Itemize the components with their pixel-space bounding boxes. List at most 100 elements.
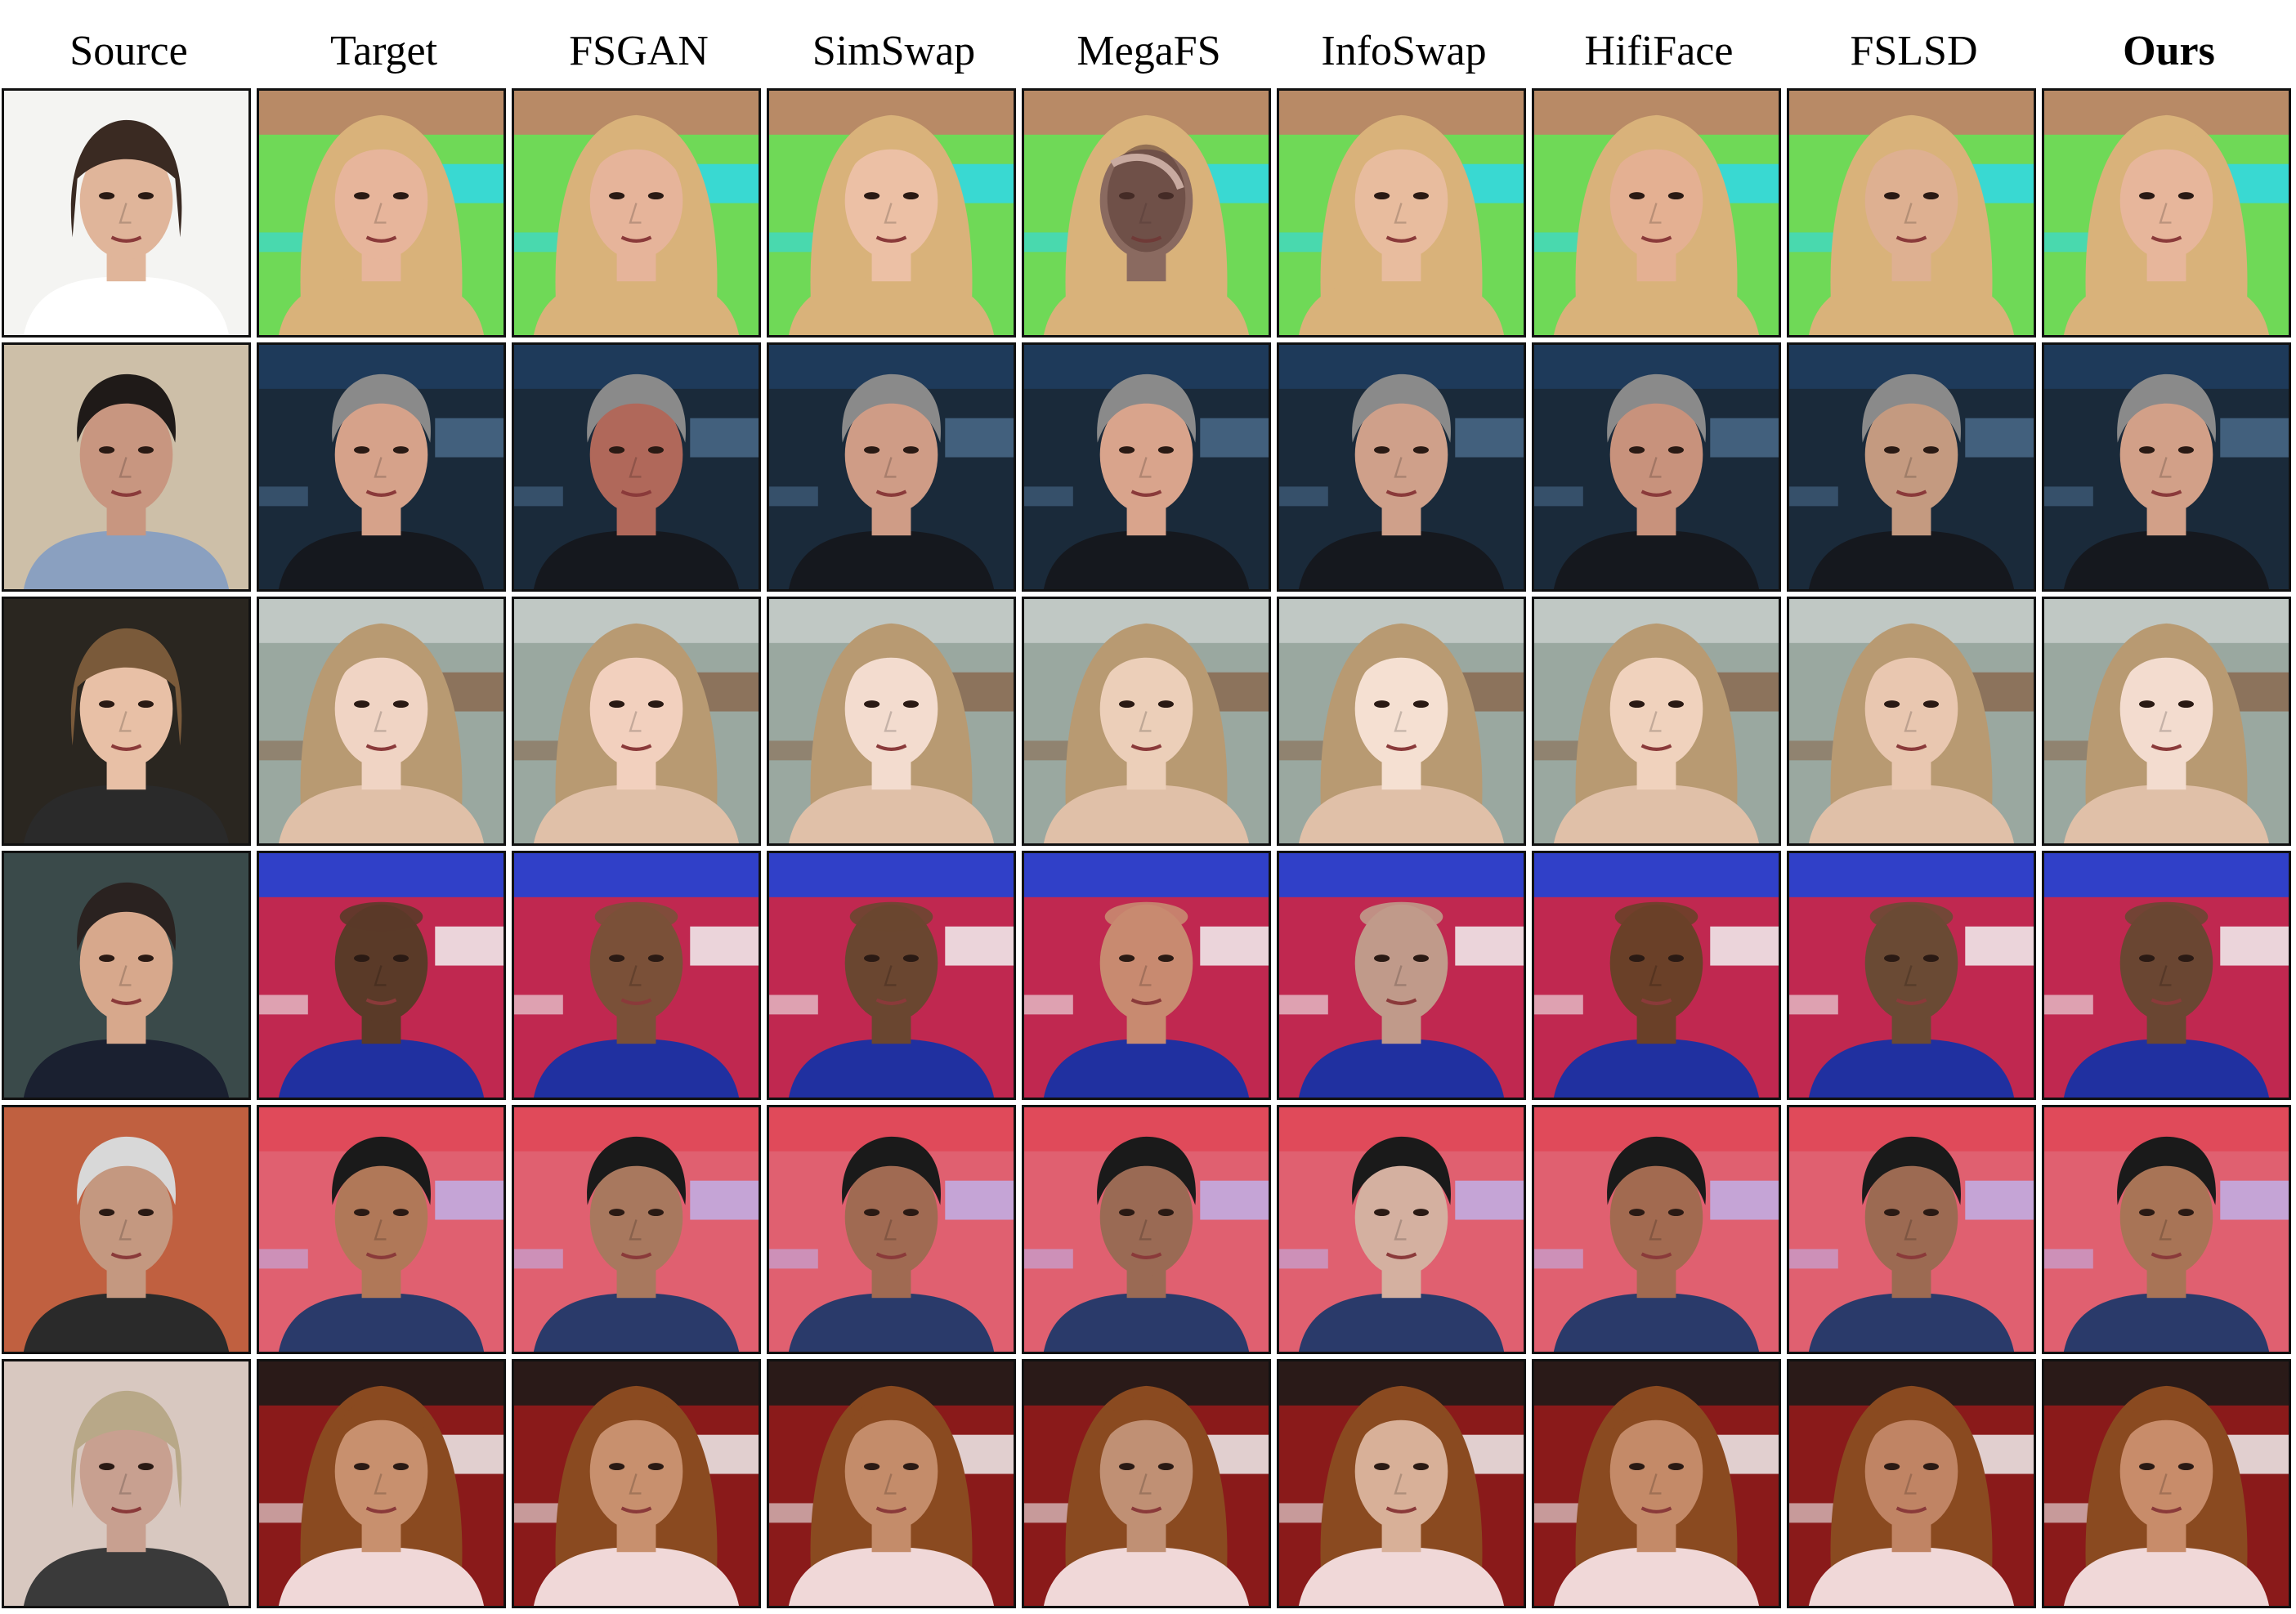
- face-image: [769, 345, 1014, 589]
- face-image: [4, 345, 248, 589]
- image-cell-row3-infoswap: [1277, 597, 1526, 846]
- face-image: [2044, 1107, 2289, 1352]
- image-cell-row1-fsgan: [512, 88, 761, 338]
- face-image: [1279, 1361, 1524, 1606]
- image-cell-row2-megafs: [1022, 342, 1271, 592]
- image-cell-row3-target: [257, 597, 506, 846]
- face-image: [769, 1361, 1014, 1606]
- face-image: [259, 91, 504, 335]
- face-image: [1534, 853, 1779, 1098]
- image-cell-row4-source: [2, 851, 251, 1100]
- image-cell-row5-simswap: [767, 1105, 1016, 1354]
- column-label-target: Target: [329, 28, 438, 74]
- image-cell-row5-hififace: [1532, 1105, 1781, 1354]
- image-cell-row3-megafs: [1022, 597, 1271, 846]
- face-image: [769, 91, 1014, 335]
- face-image: [259, 1361, 504, 1606]
- image-cell-row1-infoswap: [1277, 88, 1526, 338]
- column-label-simswap: SimSwap: [812, 28, 976, 74]
- face-image: [1534, 599, 1779, 843]
- image-cell-row4-fsgan: [512, 851, 761, 1100]
- image-cell-row2-target: [257, 342, 506, 592]
- image-cell-row6-fslsd: [1787, 1359, 2036, 1608]
- face-image: [1024, 853, 1269, 1098]
- face-image: [514, 599, 759, 843]
- column-label-fslsd: FSLSD: [1850, 28, 1978, 74]
- image-cell-row2-ours: [2042, 342, 2291, 592]
- image-cell-row5-megafs: [1022, 1105, 1271, 1354]
- face-image: [4, 1361, 248, 1606]
- image-cell-row6-source: [2, 1359, 251, 1608]
- column-label-megafs: MegaFS: [1076, 28, 1221, 74]
- face-image: [2044, 853, 2289, 1098]
- image-cell-row3-fslsd: [1787, 597, 2036, 846]
- face-image: [1789, 345, 2034, 589]
- image-cell-row4-megafs: [1022, 851, 1271, 1100]
- face-image: [514, 345, 759, 589]
- image-cell-row1-ours: [2042, 88, 2291, 338]
- face-image: [1534, 1361, 1779, 1606]
- face-image: [769, 1107, 1014, 1352]
- face-image: [1024, 91, 1269, 335]
- image-cell-row6-hififace: [1532, 1359, 1781, 1608]
- face-image: [259, 853, 504, 1098]
- image-cell-row1-source: [2, 88, 251, 338]
- face-image: [1024, 599, 1269, 843]
- face-image: [1789, 1107, 2034, 1352]
- image-cell-row6-fsgan: [512, 1359, 761, 1608]
- face-image: [2044, 599, 2289, 843]
- face-image: [1279, 853, 1524, 1098]
- face-image: [1279, 345, 1524, 589]
- image-cell-row5-target: [257, 1105, 506, 1354]
- face-image: [1789, 599, 2034, 843]
- face-image: [259, 599, 504, 843]
- face-image: [1279, 91, 1524, 335]
- image-cell-row4-infoswap: [1277, 851, 1526, 1100]
- face-image: [514, 1361, 759, 1606]
- image-cell-row3-source: [2, 597, 251, 846]
- face-image: [769, 599, 1014, 843]
- face-image: [514, 853, 759, 1098]
- image-cell-row2-fsgan: [512, 342, 761, 592]
- face-image: [2044, 91, 2289, 335]
- image-cell-row2-fslsd: [1787, 342, 2036, 592]
- image-cell-row6-megafs: [1022, 1359, 1271, 1608]
- face-image: [1279, 1107, 1524, 1352]
- face-image: [514, 1107, 759, 1352]
- image-cell-row5-source: [2, 1105, 251, 1354]
- column-label-source: Source: [69, 28, 188, 74]
- face-image: [1789, 1361, 2034, 1606]
- face-image: [259, 1107, 504, 1352]
- image-cell-row5-ours: [2042, 1105, 2291, 1354]
- face-image: [1534, 91, 1779, 335]
- column-label-infoswap: InfoSwap: [1321, 28, 1487, 74]
- face-image: [4, 91, 248, 335]
- image-cell-row2-simswap: [767, 342, 1016, 592]
- image-cell-row2-source: [2, 342, 251, 592]
- face-image: [4, 853, 248, 1098]
- column-label-hififace: HifiFace: [1584, 28, 1734, 74]
- column-label-fsgan: FSGAN: [569, 28, 709, 74]
- image-cell-row5-fslsd: [1787, 1105, 2036, 1354]
- face-image: [1534, 345, 1779, 589]
- image-cell-row3-simswap: [767, 597, 1016, 846]
- image-cell-row2-infoswap: [1277, 342, 1526, 592]
- face-image: [1789, 853, 2034, 1098]
- image-cell-row1-hififace: [1532, 88, 1781, 338]
- face-image: [1534, 1107, 1779, 1352]
- image-cell-row1-megafs: [1022, 88, 1271, 338]
- face-image: [1789, 91, 2034, 335]
- face-image: [4, 1107, 248, 1352]
- image-cell-row6-target: [257, 1359, 506, 1608]
- image-cell-row4-ours: [2042, 851, 2291, 1100]
- image-cell-row4-simswap: [767, 851, 1016, 1100]
- image-cell-row4-hififace: [1532, 851, 1781, 1100]
- image-cell-row4-target: [257, 851, 506, 1100]
- face-image: [1279, 599, 1524, 843]
- image-cell-row3-fsgan: [512, 597, 761, 846]
- image-cell-row5-fsgan: [512, 1105, 761, 1354]
- image-cell-row3-hififace: [1532, 597, 1781, 846]
- face-image: [2044, 1361, 2289, 1606]
- column-header-row: Source Target FSGAN SimSwap MegaFS InfoSwap Hi…: [0, 0, 2296, 87]
- image-cell-row4-fslsd: [1787, 851, 2036, 1100]
